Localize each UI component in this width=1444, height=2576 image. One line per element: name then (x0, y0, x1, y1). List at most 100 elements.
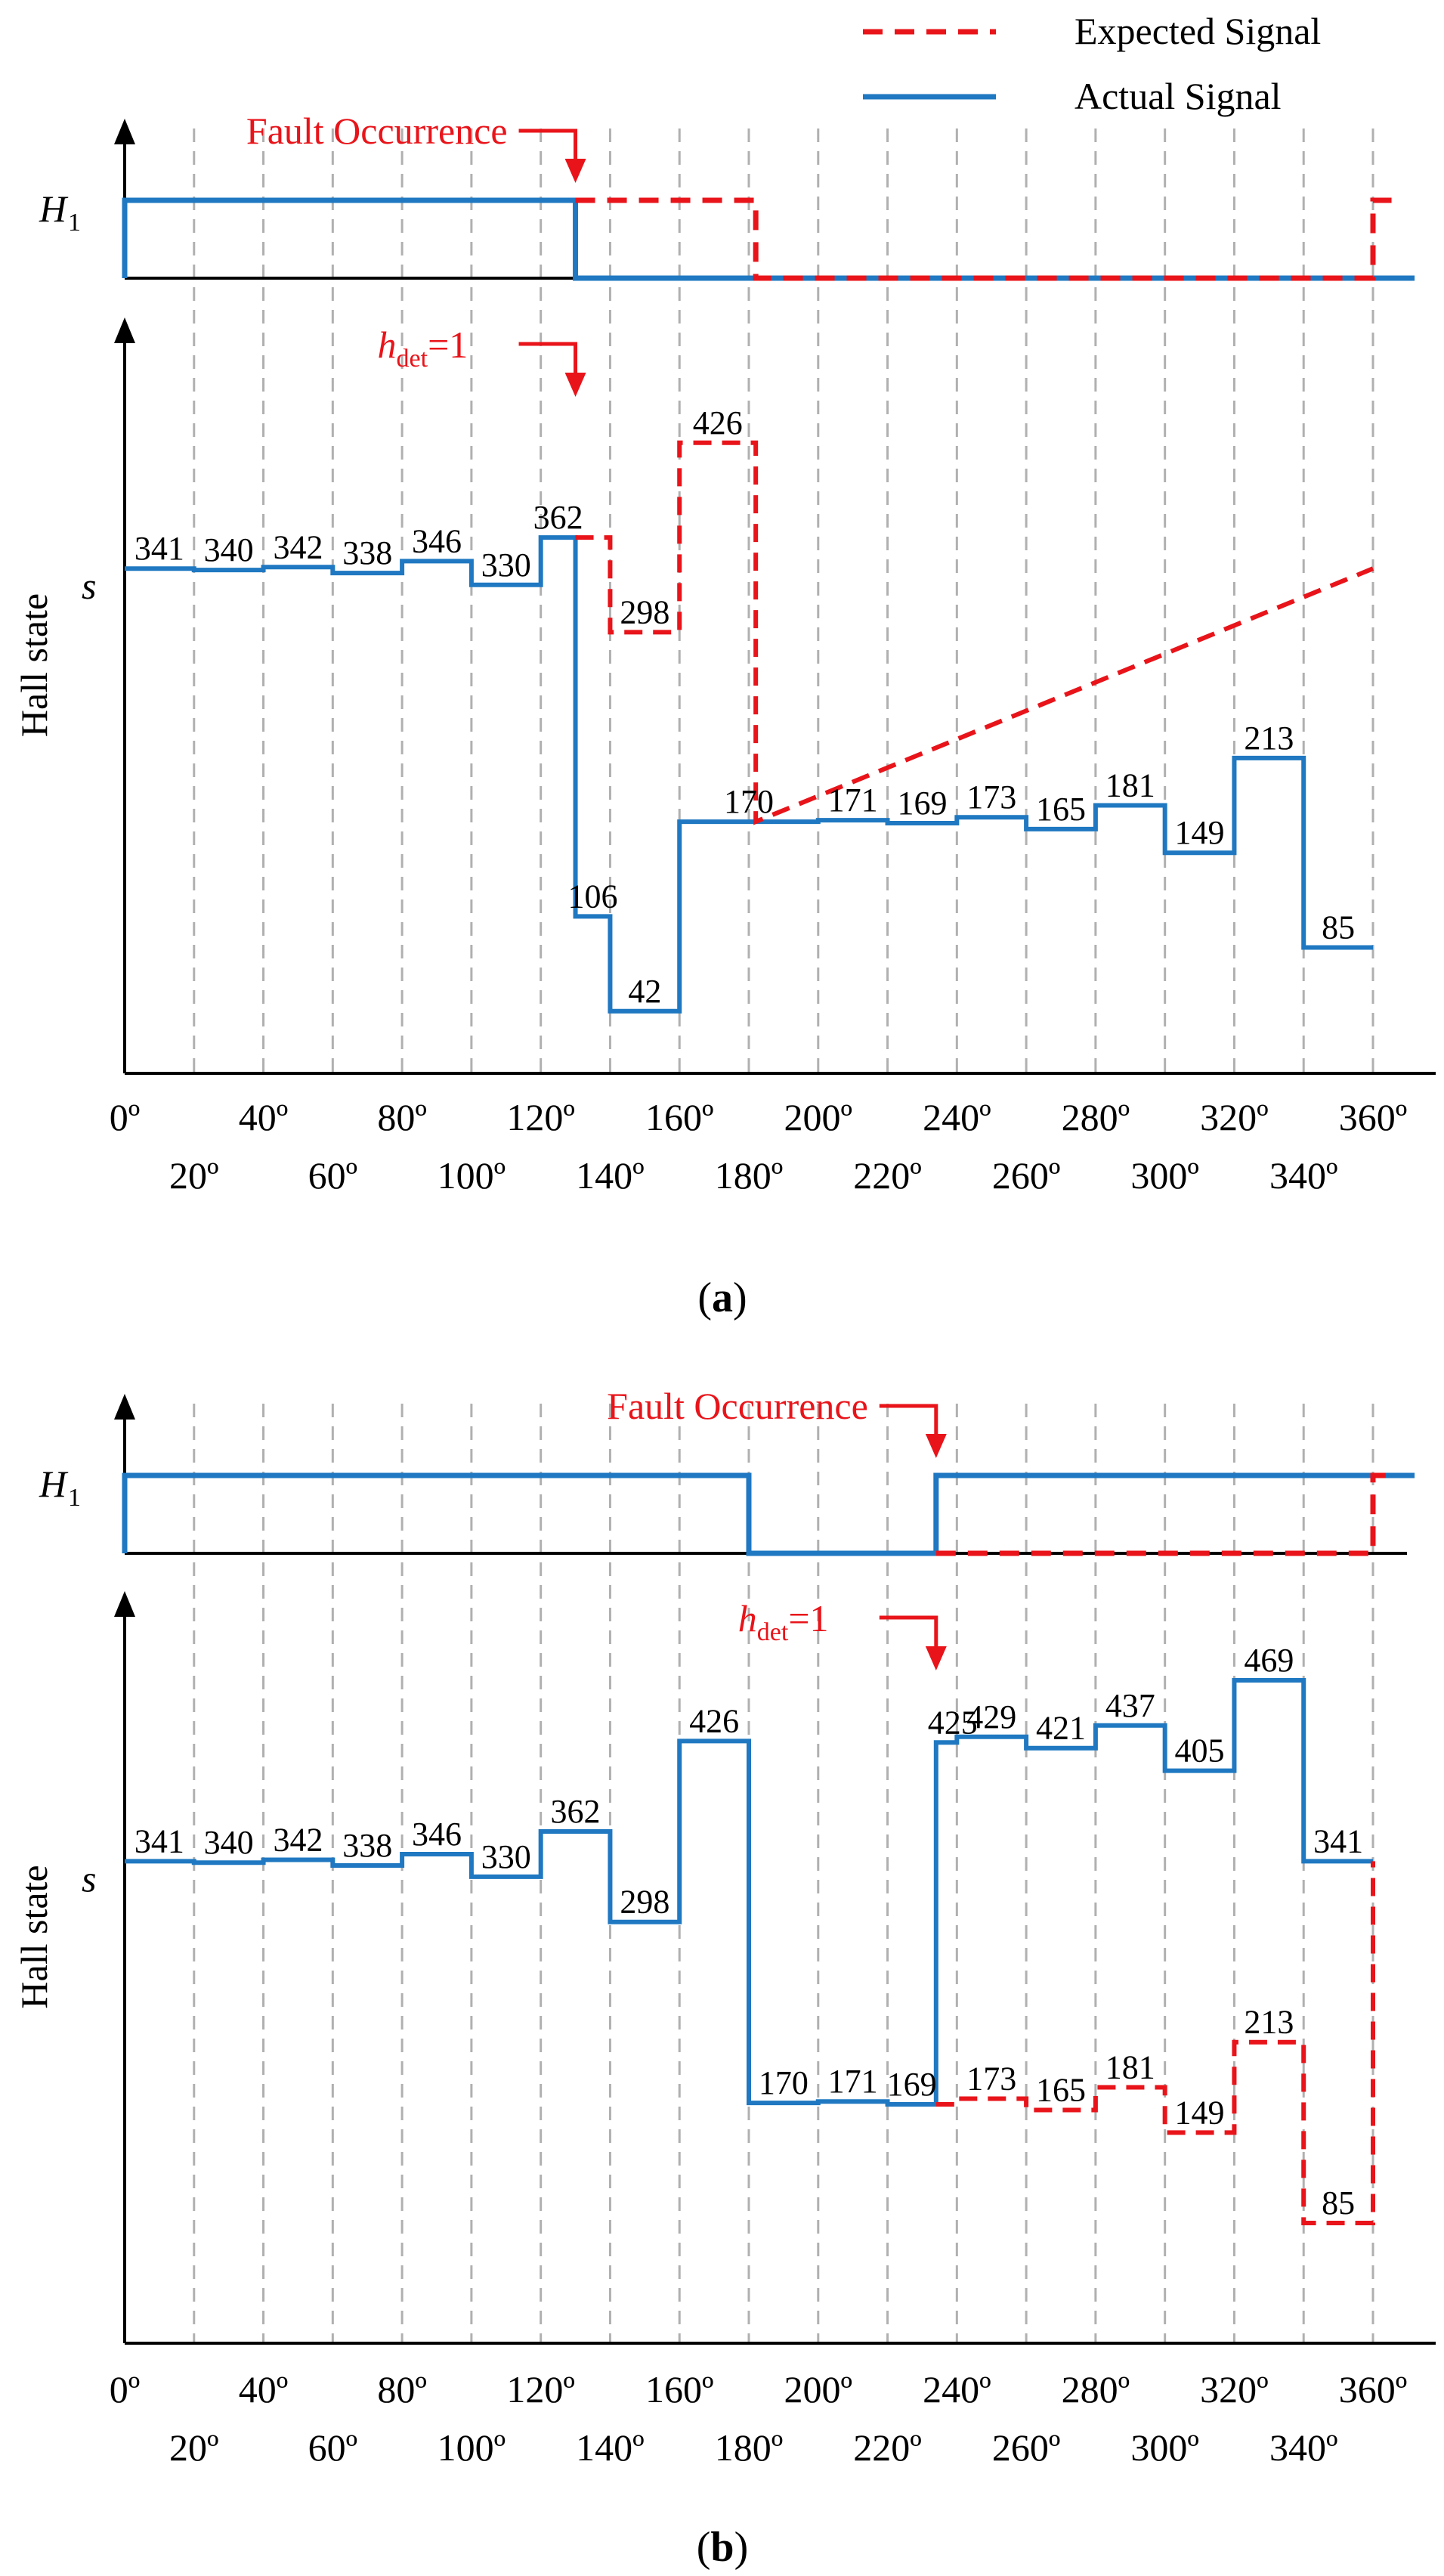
hall-y-label: Hall state (13, 1865, 55, 2008)
hall-actual-value-label: 341 (135, 1822, 184, 1859)
x-tick-label: 60º (308, 2426, 358, 2469)
x-tick-label: 260º (992, 2426, 1061, 2469)
h1-actual-signal (122, 1472, 1415, 1556)
hdet-label-tail: =1 (788, 1597, 828, 1639)
x-tick-label: 100º (438, 2426, 506, 2469)
hdet-arrow (879, 1615, 938, 1654)
hall-actual-value-label: 165 (1036, 791, 1086, 828)
x-tick-label: 200º (784, 2368, 853, 2410)
panel-caption-letter: b (710, 2524, 734, 2571)
hall-actual-value-label: 330 (481, 546, 531, 584)
fault-occurrence-label: Fault Occurrence (246, 110, 508, 152)
x-tick-label: 0º (110, 2368, 141, 2410)
hall-actual-value-label: 437 (1105, 1687, 1155, 1724)
fault-arrow-head-icon (925, 1434, 947, 1458)
hall-expected-value-label: 181 (1105, 2049, 1155, 2086)
hall-s-label: s (82, 1857, 96, 1899)
x-tick-label: 180º (715, 2426, 784, 2469)
x-tick-label: 140º (576, 1154, 645, 1197)
hdet-label-subscript: det (397, 345, 428, 373)
hall-actual-value-label: 298 (620, 1884, 669, 1921)
x-tick-label: 260º (992, 1154, 1061, 1197)
fault-occurrence-label: Fault Occurrence (607, 1385, 868, 1427)
x-tick-label: 320º (1200, 1096, 1269, 1138)
x-tick-label: 100º (438, 1154, 506, 1197)
hall-expected-signal (575, 440, 1374, 825)
x-tick-label: 120º (506, 2368, 575, 2410)
hall-actual-value-label: 213 (1244, 720, 1294, 757)
hall-actual-value-label: 425 (928, 1704, 978, 1741)
panel-caption: (a) (697, 1274, 747, 1321)
hall-y-axis-arrow-icon (114, 1591, 135, 1617)
panel-caption-letter: a (712, 1274, 733, 1321)
hall-expected-value-label: 85 (1322, 2184, 1355, 2221)
hall-actual-value-label: 362 (551, 1793, 601, 1830)
hall-actual-value-label: 181 (1105, 767, 1155, 804)
h1-y-axis-arrow-icon (114, 119, 135, 144)
hall-actual-value-label: 170 (724, 783, 774, 820)
hdet-label: hdet=1 (378, 324, 468, 373)
panel-b: H 1 Hall state s 341 340 342 338 346 330 362 298 426… (13, 1385, 1436, 2571)
hdet-label-subscript: det (757, 1618, 789, 1646)
x-tick-label: 300º (1130, 1154, 1199, 1197)
axes (114, 119, 1436, 1075)
x-tick-label: 160º (645, 1096, 714, 1138)
hall-actual-value-label: 171 (828, 782, 878, 819)
x-tick-label: 220º (853, 2426, 922, 2469)
x-tick-label: 40º (239, 1096, 289, 1138)
x-tick-label: 240º (923, 1096, 991, 1138)
hdet-arrow-head-icon (925, 1646, 947, 1670)
x-tick-label: 120º (506, 1096, 575, 1138)
hdet-label-main: h (378, 324, 397, 366)
hall-actual-value-label: 341 (135, 530, 184, 567)
hall-actual-value-label: 42 (628, 973, 661, 1010)
x-tick-label: 20º (169, 1154, 219, 1197)
h1-label: H (39, 187, 69, 230)
legend: Expected Signal Actual Signal (863, 10, 1321, 117)
hall-expected-value-label: 426 (693, 404, 743, 441)
x-tick-label: 360º (1339, 2368, 1408, 2410)
x-tick-label: 40º (239, 2368, 289, 2410)
x-tick-label: 80º (377, 2368, 427, 2410)
hdet-label: hdet=1 (738, 1597, 829, 1646)
x-tick-label: 200º (784, 1096, 853, 1138)
legend-expected-label: Expected Signal (1074, 10, 1321, 52)
hall-expected-value-label: 213 (1244, 2004, 1294, 2041)
x-tick-label: 340º (1269, 1154, 1338, 1197)
x-tick-label: 140º (576, 2426, 645, 2469)
hall-expected-value-label: 165 (1036, 2071, 1086, 2108)
hall-actual-value-label: 169 (897, 785, 947, 822)
fault-arrow (518, 128, 578, 166)
hall-actual-value-label: 346 (412, 1816, 462, 1853)
hall-actual-value-label: 340 (204, 1824, 254, 1861)
h1-y-axis-arrow-icon (114, 1394, 135, 1420)
hall-actual-value-label: 149 (1175, 814, 1225, 851)
h1-label: H (39, 1463, 69, 1505)
hdet-arrow-head-icon (564, 373, 586, 397)
hall-actual-value-label: 341 (1313, 1822, 1363, 1859)
fault-arrow (879, 1404, 938, 1441)
hall-expected-value-label: 298 (620, 593, 669, 630)
hall-actual-value-label: 342 (273, 528, 323, 565)
hall-expected-signal (935, 1861, 1375, 2226)
x-tick-label: 280º (1062, 2368, 1130, 2410)
x-tick-label: 180º (715, 1154, 784, 1197)
hdet-label-tail: =1 (428, 324, 468, 366)
x-tick-label: 220º (853, 1154, 922, 1197)
hall-actual-value-label: 338 (342, 1827, 392, 1864)
x-tick-label: 0º (110, 1096, 141, 1138)
hall-actual-value-label: 362 (533, 499, 583, 536)
x-tick-label: 300º (1130, 2426, 1199, 2469)
hall-actual-value-label: 429 (966, 1698, 1016, 1735)
x-tick-label: 60º (308, 1154, 358, 1197)
h1-expected-signal (575, 197, 1394, 281)
x-tick-label: 280º (1062, 1096, 1130, 1138)
hall-actual-value-label: 469 (1244, 1642, 1294, 1679)
hall-actual-value-label: 170 (759, 2064, 809, 2101)
hall-actual-value-label: 426 (689, 1702, 739, 1739)
h1-label-subscript: 1 (68, 209, 81, 237)
x-tick-label: 20º (169, 2426, 219, 2469)
